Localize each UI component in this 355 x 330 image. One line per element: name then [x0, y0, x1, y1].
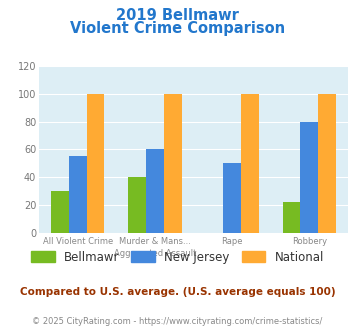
- Text: © 2025 CityRating.com - https://www.cityrating.com/crime-statistics/: © 2025 CityRating.com - https://www.city…: [32, 317, 323, 326]
- Legend: Bellmawr, New Jersey, National: Bellmawr, New Jersey, National: [29, 248, 326, 266]
- Bar: [87, 94, 104, 233]
- Bar: [69, 156, 87, 233]
- Bar: [164, 94, 181, 233]
- Bar: [128, 177, 146, 233]
- Text: 2019 Bellmawr: 2019 Bellmawr: [116, 8, 239, 23]
- Bar: [146, 149, 164, 233]
- Bar: [318, 94, 336, 233]
- Bar: [51, 191, 69, 233]
- Bar: [283, 202, 300, 233]
- Text: Violent Crime Comparison: Violent Crime Comparison: [70, 21, 285, 36]
- Bar: [300, 121, 318, 233]
- Bar: [223, 163, 241, 233]
- Text: Compared to U.S. average. (U.S. average equals 100): Compared to U.S. average. (U.S. average …: [20, 287, 335, 297]
- Bar: [241, 94, 259, 233]
